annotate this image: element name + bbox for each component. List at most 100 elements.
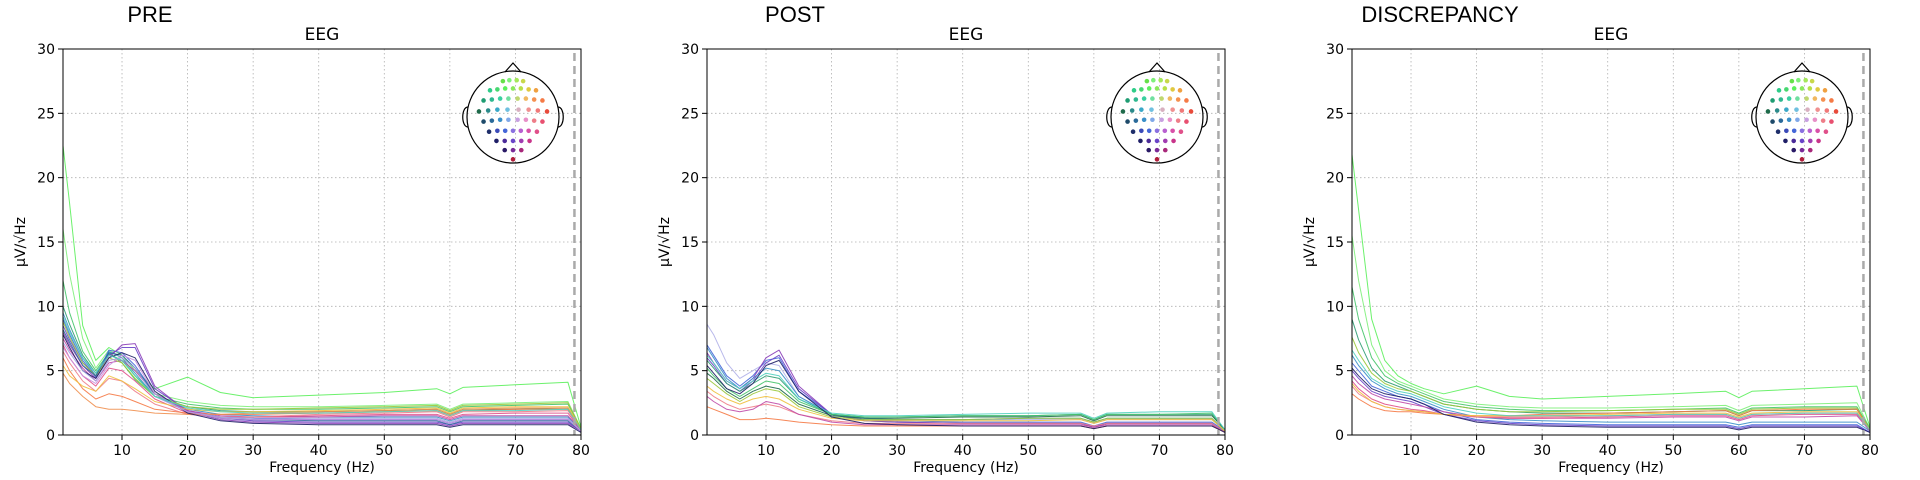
sensor-dot	[1774, 108, 1780, 113]
sensor-dot	[1164, 78, 1170, 84]
sensor-dot	[502, 86, 508, 91]
figure-suptitle: POST	[765, 2, 825, 27]
sensor-dot	[1799, 138, 1805, 144]
sensor-dot	[489, 97, 495, 102]
y-tick-label: 10	[37, 299, 55, 315]
sensor-dot	[1804, 96, 1809, 101]
sensor-dot	[495, 107, 500, 112]
sensor-dot	[1160, 107, 1165, 112]
sensor-dot	[1177, 88, 1183, 93]
sensor-dot	[1796, 77, 1801, 83]
psd-trace-line	[707, 367, 1225, 431]
sensor-dot	[527, 138, 532, 144]
nose-icon	[504, 62, 522, 73]
sensor-dot	[1151, 77, 1156, 83]
sensor-dot	[1829, 98, 1834, 103]
sensor-topomap	[1751, 62, 1853, 164]
psd-trace-line	[1352, 367, 1870, 433]
y-tick-label: 30	[1326, 42, 1344, 58]
sensor-dot	[1784, 87, 1789, 92]
sensor-dot	[1791, 128, 1797, 134]
sensor-dot	[518, 128, 524, 134]
sensor-dot	[1150, 96, 1155, 101]
sensor-dot	[518, 86, 524, 91]
sensor-dot	[526, 128, 531, 134]
psd-trace-line	[1352, 354, 1870, 432]
sensor-dot	[535, 108, 541, 113]
sensor-dot	[510, 128, 516, 134]
sensor-dot	[1778, 97, 1784, 102]
sensor-dot	[476, 109, 482, 114]
psd-traces	[1352, 154, 1870, 433]
sensor-dot	[531, 97, 537, 102]
sensor-dot	[1184, 98, 1189, 103]
psd-panel-discrepancy: DISCREPANCY EEG 0 5 10 15 20 25 30 10 20 30 40 50 60 70…	[1302, 2, 1879, 476]
x-tick-label: 30	[888, 443, 906, 459]
y-tick-label: 15	[37, 235, 55, 251]
panel-title: EEG	[1594, 25, 1629, 45]
sensor-dot	[1820, 118, 1826, 123]
sensor-dot	[1804, 117, 1809, 123]
psd-traces	[63, 145, 581, 433]
sensor-dot	[1170, 87, 1175, 92]
sensor-dot	[1799, 147, 1805, 153]
sensor-dot	[1125, 119, 1130, 124]
sensor-dot	[1770, 98, 1775, 103]
sensor-dot	[489, 118, 495, 123]
psd-trace-line	[63, 342, 581, 432]
sensor-dot	[515, 96, 520, 101]
sensor-dot	[507, 77, 512, 83]
x-axis-label: Frequency (Hz)	[1558, 460, 1664, 476]
psd-trace-line	[63, 347, 581, 432]
psd-trace-line	[1352, 337, 1870, 431]
head-outline	[1110, 70, 1204, 164]
sensor-dot	[510, 86, 516, 91]
y-tick-label: 10	[1326, 299, 1344, 315]
y-tick-label: 5	[1335, 364, 1344, 380]
y-tick-label: 15	[1326, 235, 1344, 251]
y-tick-label: 0	[690, 428, 699, 444]
psd-trace-line	[63, 229, 581, 429]
sensor-dot	[495, 128, 500, 134]
x-tick-label: 30	[244, 443, 262, 459]
psd-trace-line	[1352, 380, 1870, 431]
sensor-dot	[540, 98, 545, 103]
sensor-dot	[1178, 129, 1184, 135]
x-tick-label: 70	[1151, 443, 1169, 459]
sensor-dot	[523, 117, 529, 123]
axes-frame	[62, 48, 582, 436]
sensor-dot	[485, 108, 491, 113]
sensor-dot	[510, 138, 516, 144]
sensor-dot	[1146, 138, 1152, 144]
sensor-dot	[1133, 97, 1139, 102]
sensor-dot	[544, 109, 550, 114]
x-tick-label: 60	[1730, 443, 1748, 459]
sensor-dot	[1184, 119, 1189, 124]
right-ear-icon	[1201, 106, 1208, 128]
panel-title: EEG	[305, 25, 340, 45]
sensor-dot	[1765, 109, 1771, 114]
sensor-topomap	[462, 62, 564, 164]
x-tick-label: 70	[507, 443, 525, 459]
sensor-dot	[1786, 96, 1792, 101]
y-tick-label: 0	[46, 428, 55, 444]
sensor-dot	[1820, 97, 1826, 102]
sensor-dot	[1803, 77, 1808, 83]
psd-trace-line	[1352, 362, 1870, 433]
sensor-dot	[1789, 78, 1795, 84]
x-tick-label: 50	[375, 443, 393, 459]
sensor-dot	[1815, 87, 1820, 92]
x-tick-label: 80	[572, 443, 590, 459]
sensor-dot	[1791, 86, 1797, 91]
sensor-dot	[1783, 138, 1788, 144]
sensor-dot	[1807, 86, 1813, 91]
sensor-dot	[1167, 96, 1173, 101]
sensor-dot	[1815, 128, 1820, 134]
sensor-dot	[1807, 147, 1813, 153]
sensor-dot	[526, 107, 531, 112]
sensor-dot	[1770, 119, 1775, 124]
sensor-dot	[531, 118, 537, 123]
y-axis-label: µV/√Hz	[657, 217, 673, 267]
left-ear-icon	[462, 106, 469, 128]
